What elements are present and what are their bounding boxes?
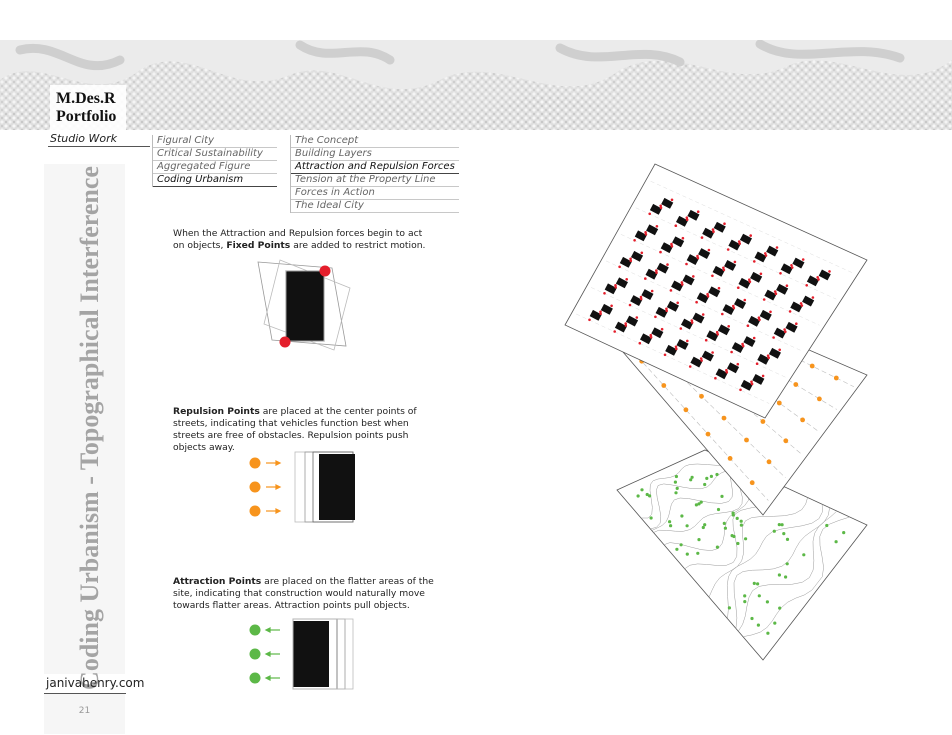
nav-item-forces-in-action[interactable]: Forces in Action: [291, 187, 459, 200]
attraction-point-markers: [249, 624, 261, 684]
pull-arrows: [264, 627, 280, 681]
website-link[interactable]: janivahenry.com: [46, 676, 145, 690]
header-banner-image: [0, 40, 952, 130]
nav-item-aggregated-figure[interactable]: Aggregated Figure: [153, 161, 277, 174]
nav-item-building-layers[interactable]: Building Layers: [291, 148, 459, 161]
repulsion-bold: Repulsion Points: [173, 406, 260, 417]
chapter-nav: The Concept Building Layers Attraction a…: [290, 135, 459, 213]
push-arrows: [266, 460, 282, 514]
nav-item-attraction-repulsion[interactable]: Attraction and Repulsion Forces: [291, 161, 459, 174]
project-nav: Figural City Critical Sustainability Agg…: [152, 135, 277, 187]
fixed-point-marker: [319, 265, 331, 277]
attraction-tail: are placed on the flatter areas of the s…: [173, 576, 434, 611]
attraction-points-text: Attraction Points are placed on the flat…: [173, 576, 435, 612]
title-line-2: Portfolio: [56, 108, 117, 125]
fixed-lead: When the Attraction and Repulsion forces…: [173, 228, 423, 251]
attraction-bold: Attraction Points: [173, 576, 262, 587]
page-number-box: [44, 694, 125, 734]
attraction-diagram: [249, 618, 354, 690]
repulsion-tail: are placed at the center points of stree…: [173, 406, 417, 453]
title-line-1: M.Des.R: [56, 90, 116, 107]
nav-item-ideal-city[interactable]: The Ideal City: [291, 200, 459, 213]
topography-layer: [616, 449, 868, 661]
fixed-tail: are added to restrict motion.: [290, 240, 426, 251]
nav-item-coding-urbanism[interactable]: Coding Urbanism: [153, 174, 277, 187]
repulsion-point-markers: [249, 457, 261, 517]
nav-item-critical-sustainability[interactable]: Critical Sustainability: [153, 148, 277, 161]
nav-item-the-concept[interactable]: The Concept: [291, 135, 459, 148]
website-underline: [44, 693, 126, 694]
fixed-point-marker: [279, 336, 291, 348]
portfolio-title: M.Des.R Portfolio: [56, 90, 116, 126]
nav-item-figural-city[interactable]: Figural City: [153, 135, 277, 148]
layer-stack-diagram: [564, 163, 868, 661]
vertical-page-title: Coding Urbanism - Topographical Interfer…: [75, 166, 104, 690]
fixed-points-diagram: [257, 259, 351, 351]
nav-item-tension-property-line[interactable]: Tension at the Property Line: [291, 174, 459, 187]
repulsion-diagram: [249, 451, 355, 523]
page-number: 21: [78, 706, 91, 716]
buildings-layer: [564, 163, 868, 419]
section-label: Studio Work: [50, 132, 118, 145]
repulsion-points-text: Repulsion Points are placed at the cente…: [173, 406, 435, 454]
fixed-bold: Fixed Points: [226, 240, 291, 251]
fixed-points-text: When the Attraction and Repulsion forces…: [173, 228, 435, 252]
section-underline: [48, 146, 150, 147]
sidebar-panel: [44, 164, 125, 674]
